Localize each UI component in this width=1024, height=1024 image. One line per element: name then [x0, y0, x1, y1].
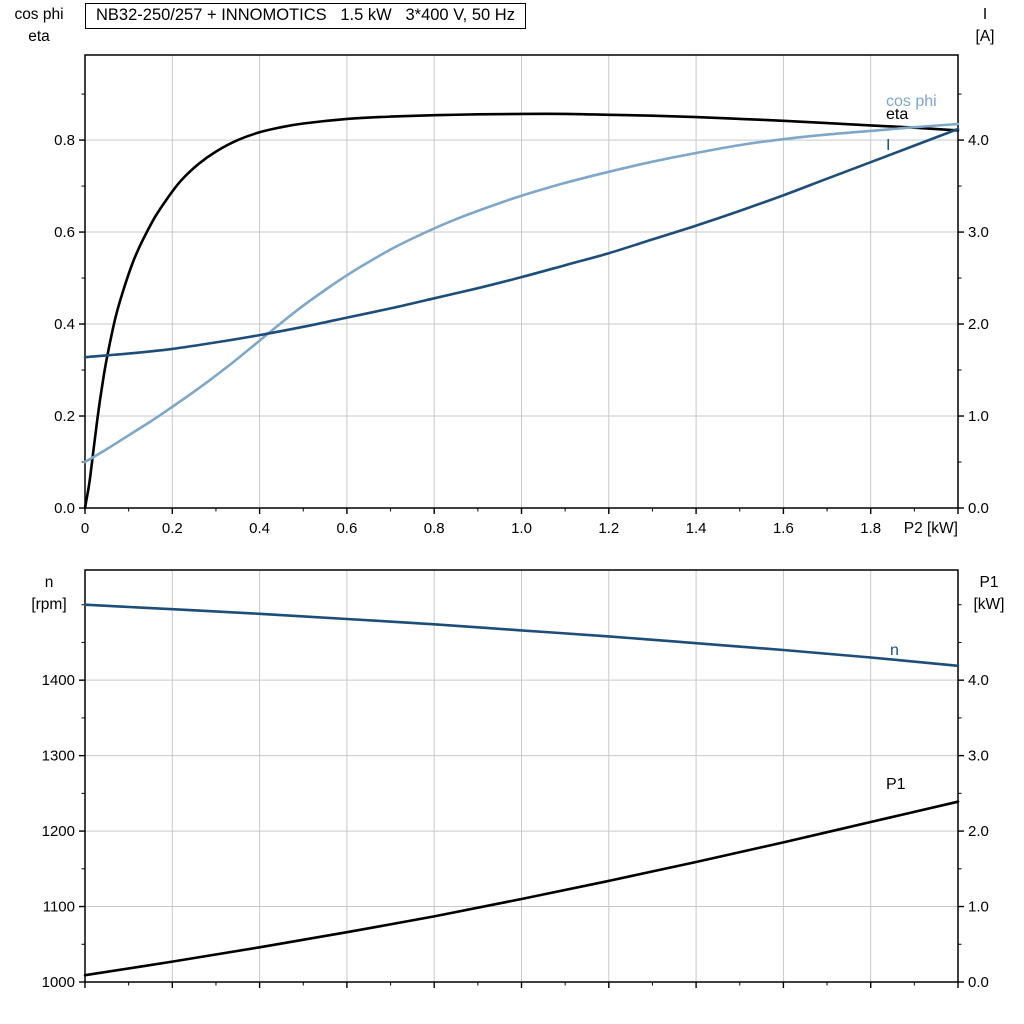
- curve-label-current: I: [886, 137, 890, 154]
- y-left-tick-label: 0.4: [54, 316, 75, 333]
- curve-current: [83, 127, 960, 359]
- left-axis-title-speed: n: [44, 574, 54, 591]
- x-tick-label: 0.2: [162, 520, 183, 537]
- x-tick-label: 1.2: [598, 520, 619, 537]
- y-left-tick-label: 1300: [42, 748, 75, 765]
- x-tick-label: 1.0: [511, 520, 532, 537]
- y-left-tick-label: 0.2: [54, 408, 75, 425]
- y-left-tick-label: 0.6: [54, 224, 75, 241]
- curve-label-n: n: [890, 642, 899, 659]
- y-left-tick-label: 1100: [43, 899, 75, 916]
- top-chart-right-axis-title: I [A]: [948, 4, 1022, 48]
- chart-bottom: 1000 1100 1200 1300 1400 0.0 1.0 2.0 3.0 4.0 n P1: [42, 569, 989, 991]
- curve-label-p1: P1: [886, 776, 906, 793]
- x-tick-label: 0.4: [249, 520, 270, 537]
- right-axis-title-ampere-unit: [A]: [975, 28, 995, 45]
- y-left-tick-label: 1000: [42, 974, 75, 991]
- left-axis-title-eta: eta: [28, 28, 50, 45]
- y-right-tick-label: 1.0: [968, 899, 989, 916]
- curve-label-cos-phi: cos phi: [886, 93, 937, 110]
- y-right-tick-label: 3.0: [968, 224, 989, 241]
- y-right-tick-label: 2.0: [968, 823, 989, 840]
- chart-title-text: NB32-250/257 + INNOMOTICS 1.5 kW 3*400 V…: [96, 6, 515, 24]
- y-right-tick-label: 0.0: [968, 500, 989, 517]
- left-axis-title-cos-phi: cos phi: [14, 6, 64, 23]
- x-tick-label: 0: [81, 520, 89, 537]
- x-tick-label: 0.6: [336, 520, 357, 537]
- bottom-chart-left-axis-title: n [rpm]: [10, 572, 88, 616]
- curve-cos-phi: [83, 122, 960, 464]
- x-tick-label: 1.8: [860, 520, 881, 537]
- curve-label-eta: eta: [886, 106, 908, 123]
- y-right-tick-label: 4.0: [968, 672, 989, 689]
- y-left-tick-label: 0.8: [54, 132, 75, 149]
- y-left-tick-label: 0.0: [54, 500, 75, 517]
- chart-title-box: NB32-250/257 + INNOMOTICS 1.5 kW 3*400 V…: [85, 3, 526, 29]
- left-axis-title-rpm-unit: [rpm]: [31, 596, 67, 613]
- y-right-tick-label: 2.0: [968, 316, 989, 333]
- x-tick-label: 1.6: [773, 520, 794, 537]
- y-right-tick-label: 0.0: [968, 974, 989, 991]
- x-tick-label: 1.4: [686, 520, 707, 537]
- top-chart-left-axis-title: cos phi eta: [2, 4, 76, 48]
- x-axis-title: P2 [kW]: [904, 520, 958, 537]
- chart-top: 0.0 0.2 0.4 0.6 0.8 0.0 1.0 2.0 3.0 4.0 0 0.2 0.4 0.6…: [54, 54, 989, 537]
- y-right-tick-label: 3.0: [968, 748, 989, 765]
- curve-n: [83, 603, 960, 668]
- x-tick-label: 0.8: [424, 520, 445, 537]
- y-left-tick-label: 1200: [42, 823, 75, 840]
- right-axis-title-current: I: [982, 6, 988, 23]
- curve-p1: [83, 800, 960, 977]
- y-right-tick-label: 4.0: [968, 132, 989, 149]
- y-left-tick-label: 1400: [42, 672, 75, 689]
- y-right-tick-label: 1.0: [968, 408, 989, 425]
- curve-eta: [83, 112, 960, 510]
- bottom-chart-right-axis-title: P1 [kW]: [952, 572, 1024, 616]
- right-axis-title-kw-unit: [kW]: [973, 596, 1005, 613]
- right-axis-title-p1: P1: [979, 574, 999, 591]
